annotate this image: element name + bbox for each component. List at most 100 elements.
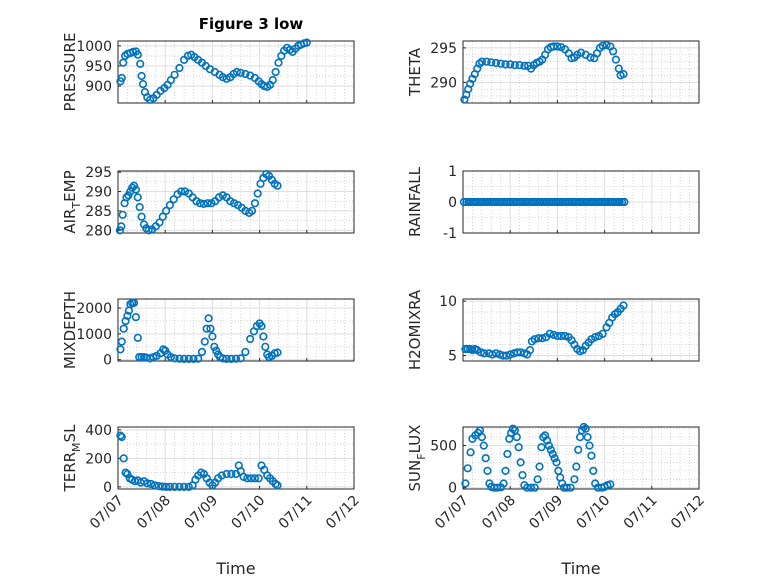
data-point: [158, 212, 167, 221]
data-point: [250, 474, 259, 483]
y-tick-label: 0: [448, 481, 457, 497]
data-point: [250, 199, 259, 208]
data-point: [200, 337, 209, 346]
data-point: [133, 333, 142, 342]
data-point: [257, 322, 266, 331]
x-tick-label: 07/11: [276, 493, 316, 533]
data-point: [586, 53, 595, 62]
data-point: [218, 73, 227, 82]
data-point: [302, 38, 311, 47]
data-point: [501, 466, 510, 476]
data-point: [514, 443, 523, 452]
axes-frame: [462, 40, 700, 104]
data-point: [516, 458, 525, 467]
x-tick-label: 07/12: [323, 493, 363, 533]
data-point: [261, 342, 270, 351]
x-tick-label: 07/08: [134, 493, 174, 533]
data-point: [483, 466, 492, 476]
data-point: [170, 354, 179, 363]
data-point: [180, 482, 189, 492]
data-point: [155, 218, 164, 227]
data-point: [572, 462, 581, 471]
data-point: [204, 314, 213, 323]
data-point: [466, 448, 475, 457]
x-tick-label: 07/12: [668, 493, 708, 533]
data-point: [243, 474, 252, 483]
data-point: [461, 479, 470, 488]
data-point: [587, 451, 596, 460]
subplot-terr-msl: 0 200 400 07/07 07/08 07/09 07/10 07/11 07/12 TER…: [61, 423, 363, 578]
subplot-sun-flux: 0 500 07/07 07/08 07/09 07/10 07/11 07/12 SUNFLU…: [406, 422, 708, 578]
y-tick-label: 0: [103, 353, 112, 369]
data-point: [271, 67, 280, 77]
data-point: [549, 330, 558, 340]
data-point: [496, 59, 505, 68]
y-tick-label: 0: [448, 195, 457, 211]
y-axis-label: H2OMIXRA: [406, 289, 424, 370]
data-point: [117, 222, 126, 231]
data-point: [246, 334, 255, 344]
y-axis-label: THETA: [406, 47, 424, 97]
data-point: [122, 193, 131, 202]
data-point: [530, 483, 539, 492]
y-axis-label: PRESSURE: [61, 33, 79, 112]
data-point: [150, 481, 159, 490]
subplot-h2omixra: 5 10 H2OMIXRA: [406, 289, 700, 370]
data-point: [118, 210, 127, 219]
y-tick-label: 1000: [76, 39, 112, 55]
data-point: [506, 350, 515, 359]
subplot-rainfall: -1 0 1 RAINFALL: [406, 164, 700, 242]
x-tick-label: 07/07: [87, 493, 127, 533]
data-point: [535, 462, 544, 471]
y-axis-label: RAINFALL: [406, 166, 424, 237]
data-point: [169, 195, 178, 204]
y-axis-label: TERRMSL: [61, 424, 83, 493]
subplot-theta: 290 295 THETA: [406, 40, 700, 104]
x-axis-label: Time: [215, 559, 255, 578]
data-point: [477, 433, 487, 442]
data-point: [546, 445, 555, 454]
data-point: [619, 69, 628, 79]
data-point: [557, 331, 566, 341]
data-point: [184, 354, 193, 364]
data-point: [133, 50, 142, 59]
axes-frame: [117, 40, 355, 104]
data-point: [166, 75, 175, 85]
data-point: [184, 482, 193, 492]
y-tick-label: 200: [85, 451, 112, 467]
data-point: [274, 58, 283, 67]
data-point: [508, 424, 518, 433]
data-point: [116, 431, 125, 440]
x-tick-label: 07/08: [479, 493, 519, 533]
x-tick-label: 07/11: [621, 493, 661, 533]
data-point: [550, 454, 559, 463]
data-point: [540, 431, 550, 440]
data-point: [217, 471, 226, 480]
data-point: [518, 471, 527, 480]
data-point: [576, 48, 586, 57]
data-point: [533, 475, 542, 484]
data-point: [121, 316, 130, 326]
data-point: [481, 454, 490, 463]
data-point: [557, 479, 567, 488]
data-point: [162, 482, 171, 492]
data-point: [602, 40, 611, 50]
data-point: [133, 193, 142, 202]
data-point: [606, 480, 615, 489]
data-point: [538, 334, 547, 343]
data-point: [121, 468, 130, 477]
data-point: [253, 189, 262, 198]
data-point: [117, 432, 126, 442]
data-point: [194, 354, 203, 363]
data-point: [510, 60, 520, 70]
data-point: [189, 354, 198, 364]
data-point: [501, 60, 510, 69]
data-point: [259, 332, 268, 341]
data-point: [526, 483, 536, 492]
data-point: [460, 95, 469, 104]
data-point: [131, 313, 140, 322]
data-point: [598, 41, 607, 50]
data-point: [165, 201, 174, 210]
data-point: [129, 298, 139, 308]
